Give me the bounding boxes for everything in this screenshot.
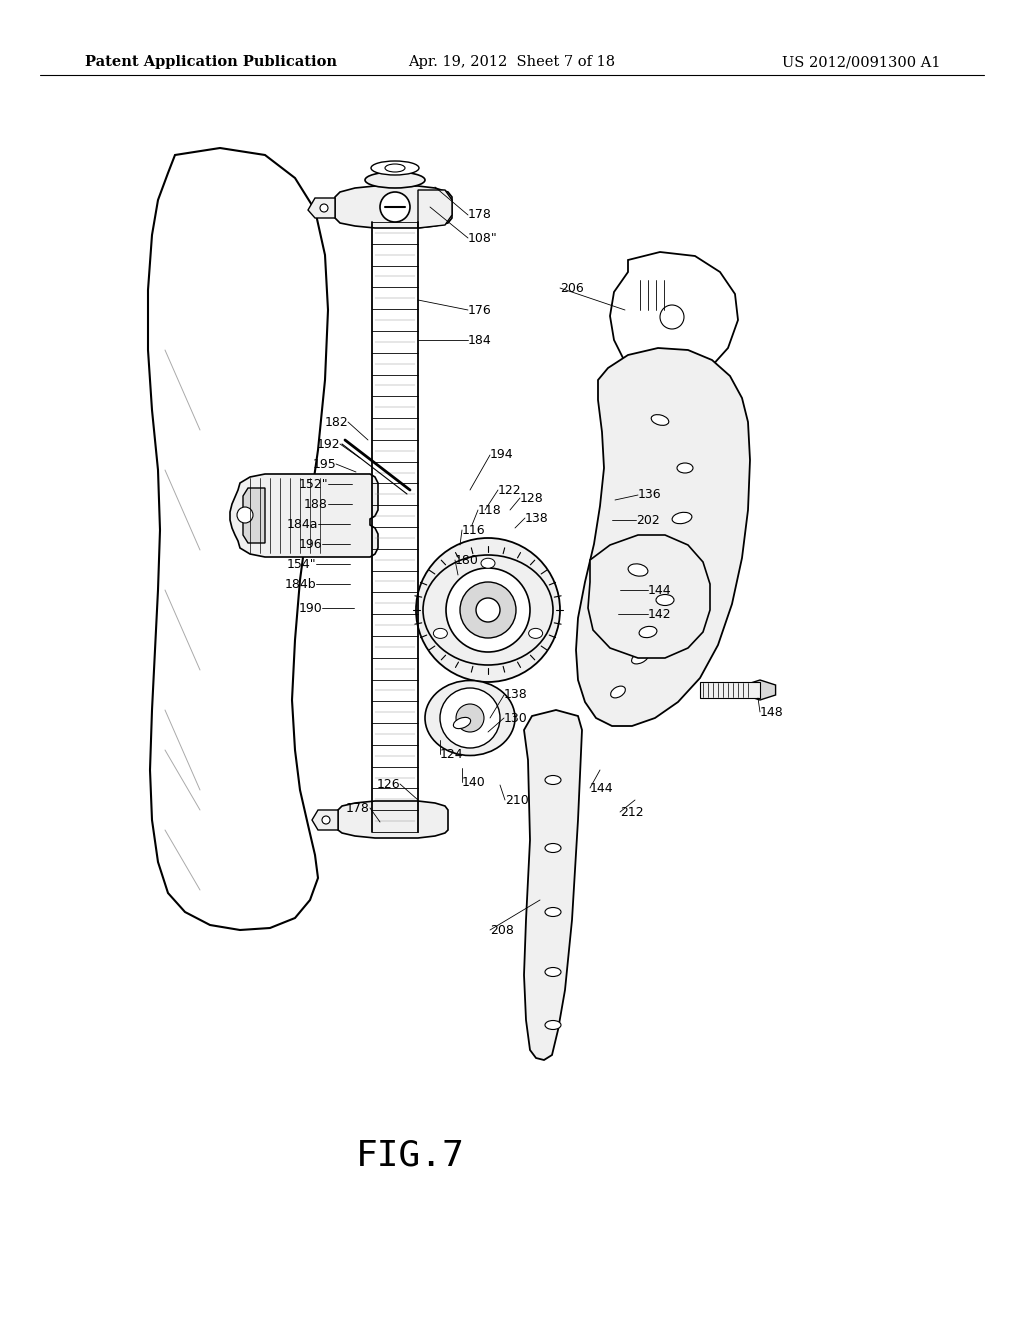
Polygon shape <box>700 682 760 698</box>
Ellipse shape <box>677 463 693 473</box>
Ellipse shape <box>528 628 543 639</box>
Text: Patent Application Publication: Patent Application Publication <box>85 55 337 69</box>
Text: US 2012/0091300 A1: US 2012/0091300 A1 <box>781 55 940 69</box>
Text: 196: 196 <box>298 537 322 550</box>
Text: 210: 210 <box>505 793 528 807</box>
Text: 140: 140 <box>462 776 485 788</box>
Polygon shape <box>148 148 328 931</box>
Text: 180: 180 <box>455 553 479 566</box>
Circle shape <box>416 539 560 682</box>
Ellipse shape <box>656 594 674 606</box>
Ellipse shape <box>371 161 419 176</box>
Polygon shape <box>744 680 775 700</box>
Text: 184: 184 <box>468 334 492 346</box>
Ellipse shape <box>639 627 657 638</box>
Text: 144: 144 <box>648 583 672 597</box>
Polygon shape <box>243 488 265 543</box>
Ellipse shape <box>545 968 561 977</box>
Text: 178: 178 <box>468 209 492 222</box>
Circle shape <box>446 568 530 652</box>
Text: 130: 130 <box>504 711 527 725</box>
Circle shape <box>322 816 330 824</box>
Circle shape <box>660 305 684 329</box>
Text: 206: 206 <box>560 281 584 294</box>
Circle shape <box>476 598 500 622</box>
Text: 182: 182 <box>325 416 348 429</box>
Text: 212: 212 <box>620 805 644 818</box>
Polygon shape <box>610 252 738 380</box>
Text: 118: 118 <box>478 503 502 516</box>
Text: 202: 202 <box>636 513 659 527</box>
Polygon shape <box>588 535 710 657</box>
Ellipse shape <box>628 564 648 576</box>
Circle shape <box>456 704 484 733</box>
Ellipse shape <box>454 717 471 729</box>
Ellipse shape <box>423 554 553 665</box>
Text: 108": 108" <box>468 231 498 244</box>
Circle shape <box>440 688 500 748</box>
Text: 116: 116 <box>462 524 485 536</box>
Ellipse shape <box>632 652 648 664</box>
Polygon shape <box>575 348 750 726</box>
Text: 178: 178 <box>346 801 370 814</box>
Text: 195: 195 <box>312 458 336 470</box>
Ellipse shape <box>651 414 669 425</box>
Text: 154": 154" <box>287 557 316 570</box>
Polygon shape <box>335 186 452 228</box>
Text: 192: 192 <box>316 437 340 450</box>
Text: 208: 208 <box>490 924 514 936</box>
Text: 148: 148 <box>760 705 783 718</box>
Ellipse shape <box>665 562 686 574</box>
Text: 122: 122 <box>498 483 521 496</box>
Text: 124: 124 <box>440 747 464 760</box>
Text: 126: 126 <box>377 777 400 791</box>
Polygon shape <box>524 710 582 1060</box>
Ellipse shape <box>650 609 670 622</box>
Circle shape <box>237 507 253 523</box>
Ellipse shape <box>672 512 692 524</box>
Ellipse shape <box>545 776 561 784</box>
Text: 184b: 184b <box>285 578 316 590</box>
Ellipse shape <box>385 164 406 172</box>
Text: 142: 142 <box>648 607 672 620</box>
Polygon shape <box>338 801 449 838</box>
Text: Apr. 19, 2012  Sheet 7 of 18: Apr. 19, 2012 Sheet 7 of 18 <box>409 55 615 69</box>
Text: 176: 176 <box>468 304 492 317</box>
Text: 138: 138 <box>504 689 527 701</box>
Polygon shape <box>418 190 452 228</box>
Ellipse shape <box>433 628 447 639</box>
Text: 194: 194 <box>490 449 514 462</box>
Text: 138: 138 <box>525 511 549 524</box>
Ellipse shape <box>545 843 561 853</box>
Text: 184a: 184a <box>287 517 318 531</box>
Circle shape <box>460 582 516 638</box>
Polygon shape <box>308 198 335 218</box>
Text: 136: 136 <box>638 488 662 502</box>
Ellipse shape <box>481 558 495 568</box>
Polygon shape <box>230 474 378 557</box>
Circle shape <box>380 191 410 222</box>
Polygon shape <box>630 272 713 368</box>
Ellipse shape <box>545 1020 561 1030</box>
Text: 188: 188 <box>304 498 328 511</box>
Text: 128: 128 <box>520 491 544 504</box>
Ellipse shape <box>365 172 425 187</box>
Ellipse shape <box>545 908 561 916</box>
Ellipse shape <box>425 681 515 755</box>
Polygon shape <box>312 810 338 830</box>
Text: 152": 152" <box>298 478 328 491</box>
Ellipse shape <box>610 686 626 698</box>
Text: 190: 190 <box>298 602 322 615</box>
Circle shape <box>319 205 328 213</box>
Text: FIG.7: FIG.7 <box>355 1138 464 1172</box>
Text: 144: 144 <box>590 781 613 795</box>
